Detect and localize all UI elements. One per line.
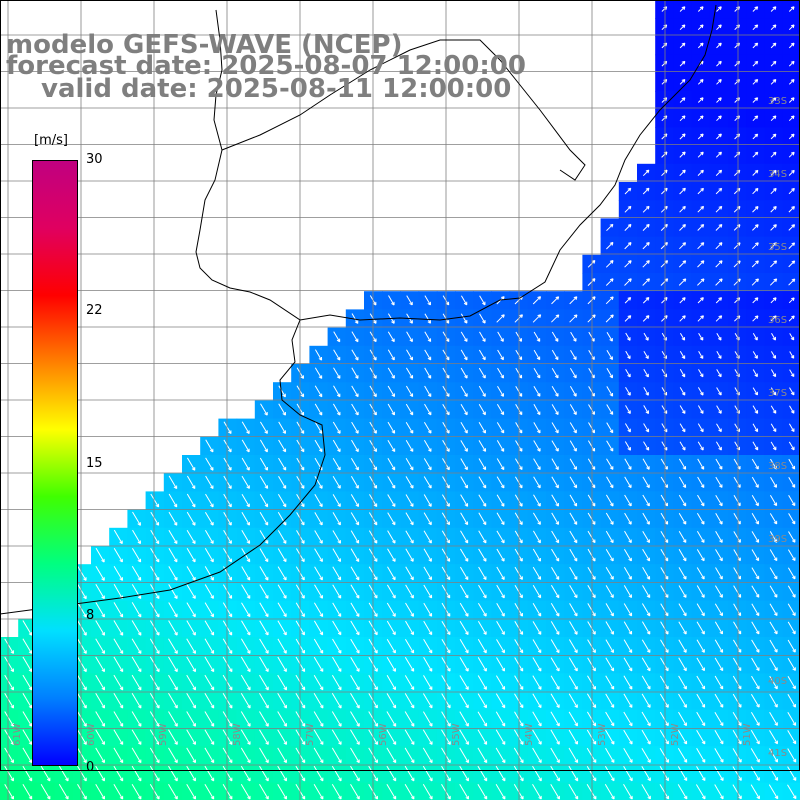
colorbar-unit: [m/s] [34, 133, 68, 148]
colorbar-tick-15: 15 [86, 456, 103, 471]
lat-label-39s: 39S [768, 534, 788, 545]
lat-label-36s: 36S [768, 315, 788, 326]
lon-label-61w: 61W [12, 723, 23, 746]
lon-label-54w: 54W [524, 723, 535, 746]
colorbar-tick-30: 30 [86, 152, 103, 167]
lon-label-53w: 53W [597, 723, 608, 746]
lat-label-41s: 41S [768, 748, 788, 759]
lat-label-38s: 38S [768, 461, 788, 472]
wind-vectors [4, 6, 797, 800]
lat-label-35s: 35S [768, 242, 788, 253]
lon-label-57w: 57W [305, 723, 316, 746]
lat-label-34s: 34S [768, 169, 788, 180]
forecast-date: forecast date: 2025-08-07 12:00:00 [6, 51, 526, 81]
lat-label-40s: 40S [768, 676, 788, 687]
lat-label-33s: 33S [768, 96, 788, 107]
lat-label-37s: 37S [768, 388, 788, 399]
lon-label-59w: 59W [158, 723, 169, 746]
colorbar-tick-8: 8 [86, 608, 95, 623]
coastline [0, 4, 717, 615]
lon-label-52w: 52W [670, 723, 681, 746]
lon-label-60w: 60W [86, 723, 97, 746]
model-title: modelo GEFS-WAVE (NCEP) [6, 30, 403, 60]
lon-label-51w: 51W [742, 723, 753, 746]
lon-label-55w: 55W [451, 723, 462, 746]
colorbar-tick-22: 22 [86, 303, 103, 318]
valid-date: valid date: 2025-08-11 12:00:00 [41, 74, 512, 104]
lon-label-56w: 56W [378, 723, 389, 746]
colorbar [32, 160, 78, 766]
colorbar-tick-0: 0 [86, 760, 95, 775]
lon-label-58w: 58W [232, 723, 243, 746]
